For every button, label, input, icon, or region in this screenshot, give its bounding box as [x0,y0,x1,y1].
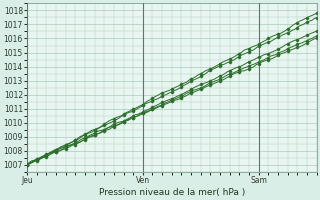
X-axis label: Pression niveau de la mer( hPa ): Pression niveau de la mer( hPa ) [99,188,245,197]
